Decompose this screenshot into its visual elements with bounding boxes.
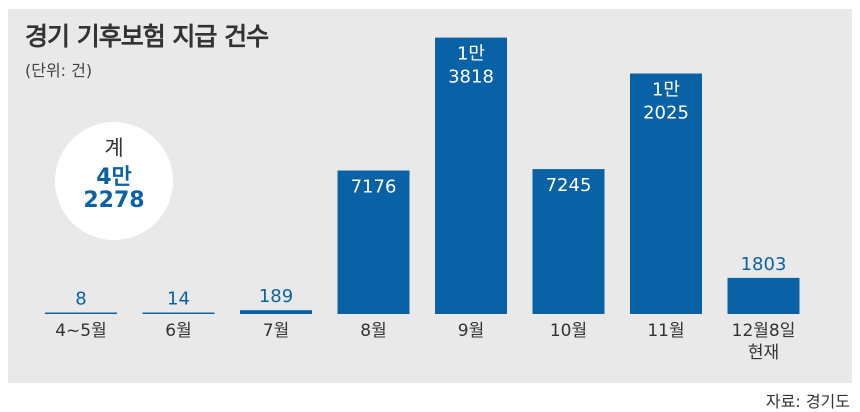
x-tick-label-0: 4~5월 [55, 321, 107, 341]
x-tick-label-4: 9월 [458, 321, 484, 341]
x-tick-label-5: 10월 [550, 321, 587, 341]
bar-4 [435, 37, 507, 314]
total-value-line2: 2278 [83, 188, 145, 213]
bar-0 [45, 312, 117, 314]
x-tick-label-7-1: 현재 [748, 343, 779, 363]
x-tick-label-3: 8월 [360, 321, 386, 341]
x-tick-label-1: 6월 [165, 321, 191, 341]
total-badge: 계 4만 2278 [55, 122, 173, 240]
value-label-5: 7245 [546, 175, 592, 196]
value-label-0: 8 [75, 289, 86, 310]
value-label-2: 189 [259, 286, 293, 307]
source-note: 자료: 경기도 [765, 392, 850, 411]
unit-label: (단위: 건) [25, 61, 93, 80]
value-label-6-0: 1만 [652, 80, 680, 101]
x-tick-label-7-0: 12월8일 [732, 321, 796, 341]
total-value-line1: 4만 [96, 165, 132, 190]
x-tick-label-6: 11월 [647, 321, 684, 341]
value-label-3: 7176 [351, 177, 397, 198]
value-label-6-1: 2025 [643, 103, 689, 124]
value-label-1: 14 [167, 289, 190, 310]
x-tick-label-2: 7월 [263, 321, 289, 341]
value-label-4-0: 1만 [457, 44, 485, 65]
bar-2 [240, 310, 312, 314]
bar-3 [337, 170, 410, 314]
bar-5 [532, 169, 605, 314]
chart-title: 경기 기후보험 지급 건수 [25, 22, 269, 51]
bar-1 [142, 312, 215, 314]
bar-7 [727, 277, 800, 314]
value-label-7: 1803 [741, 254, 787, 275]
bar-6 [630, 73, 702, 314]
total-label: 계 [104, 136, 124, 160]
value-label-4-1: 3818 [448, 67, 494, 88]
